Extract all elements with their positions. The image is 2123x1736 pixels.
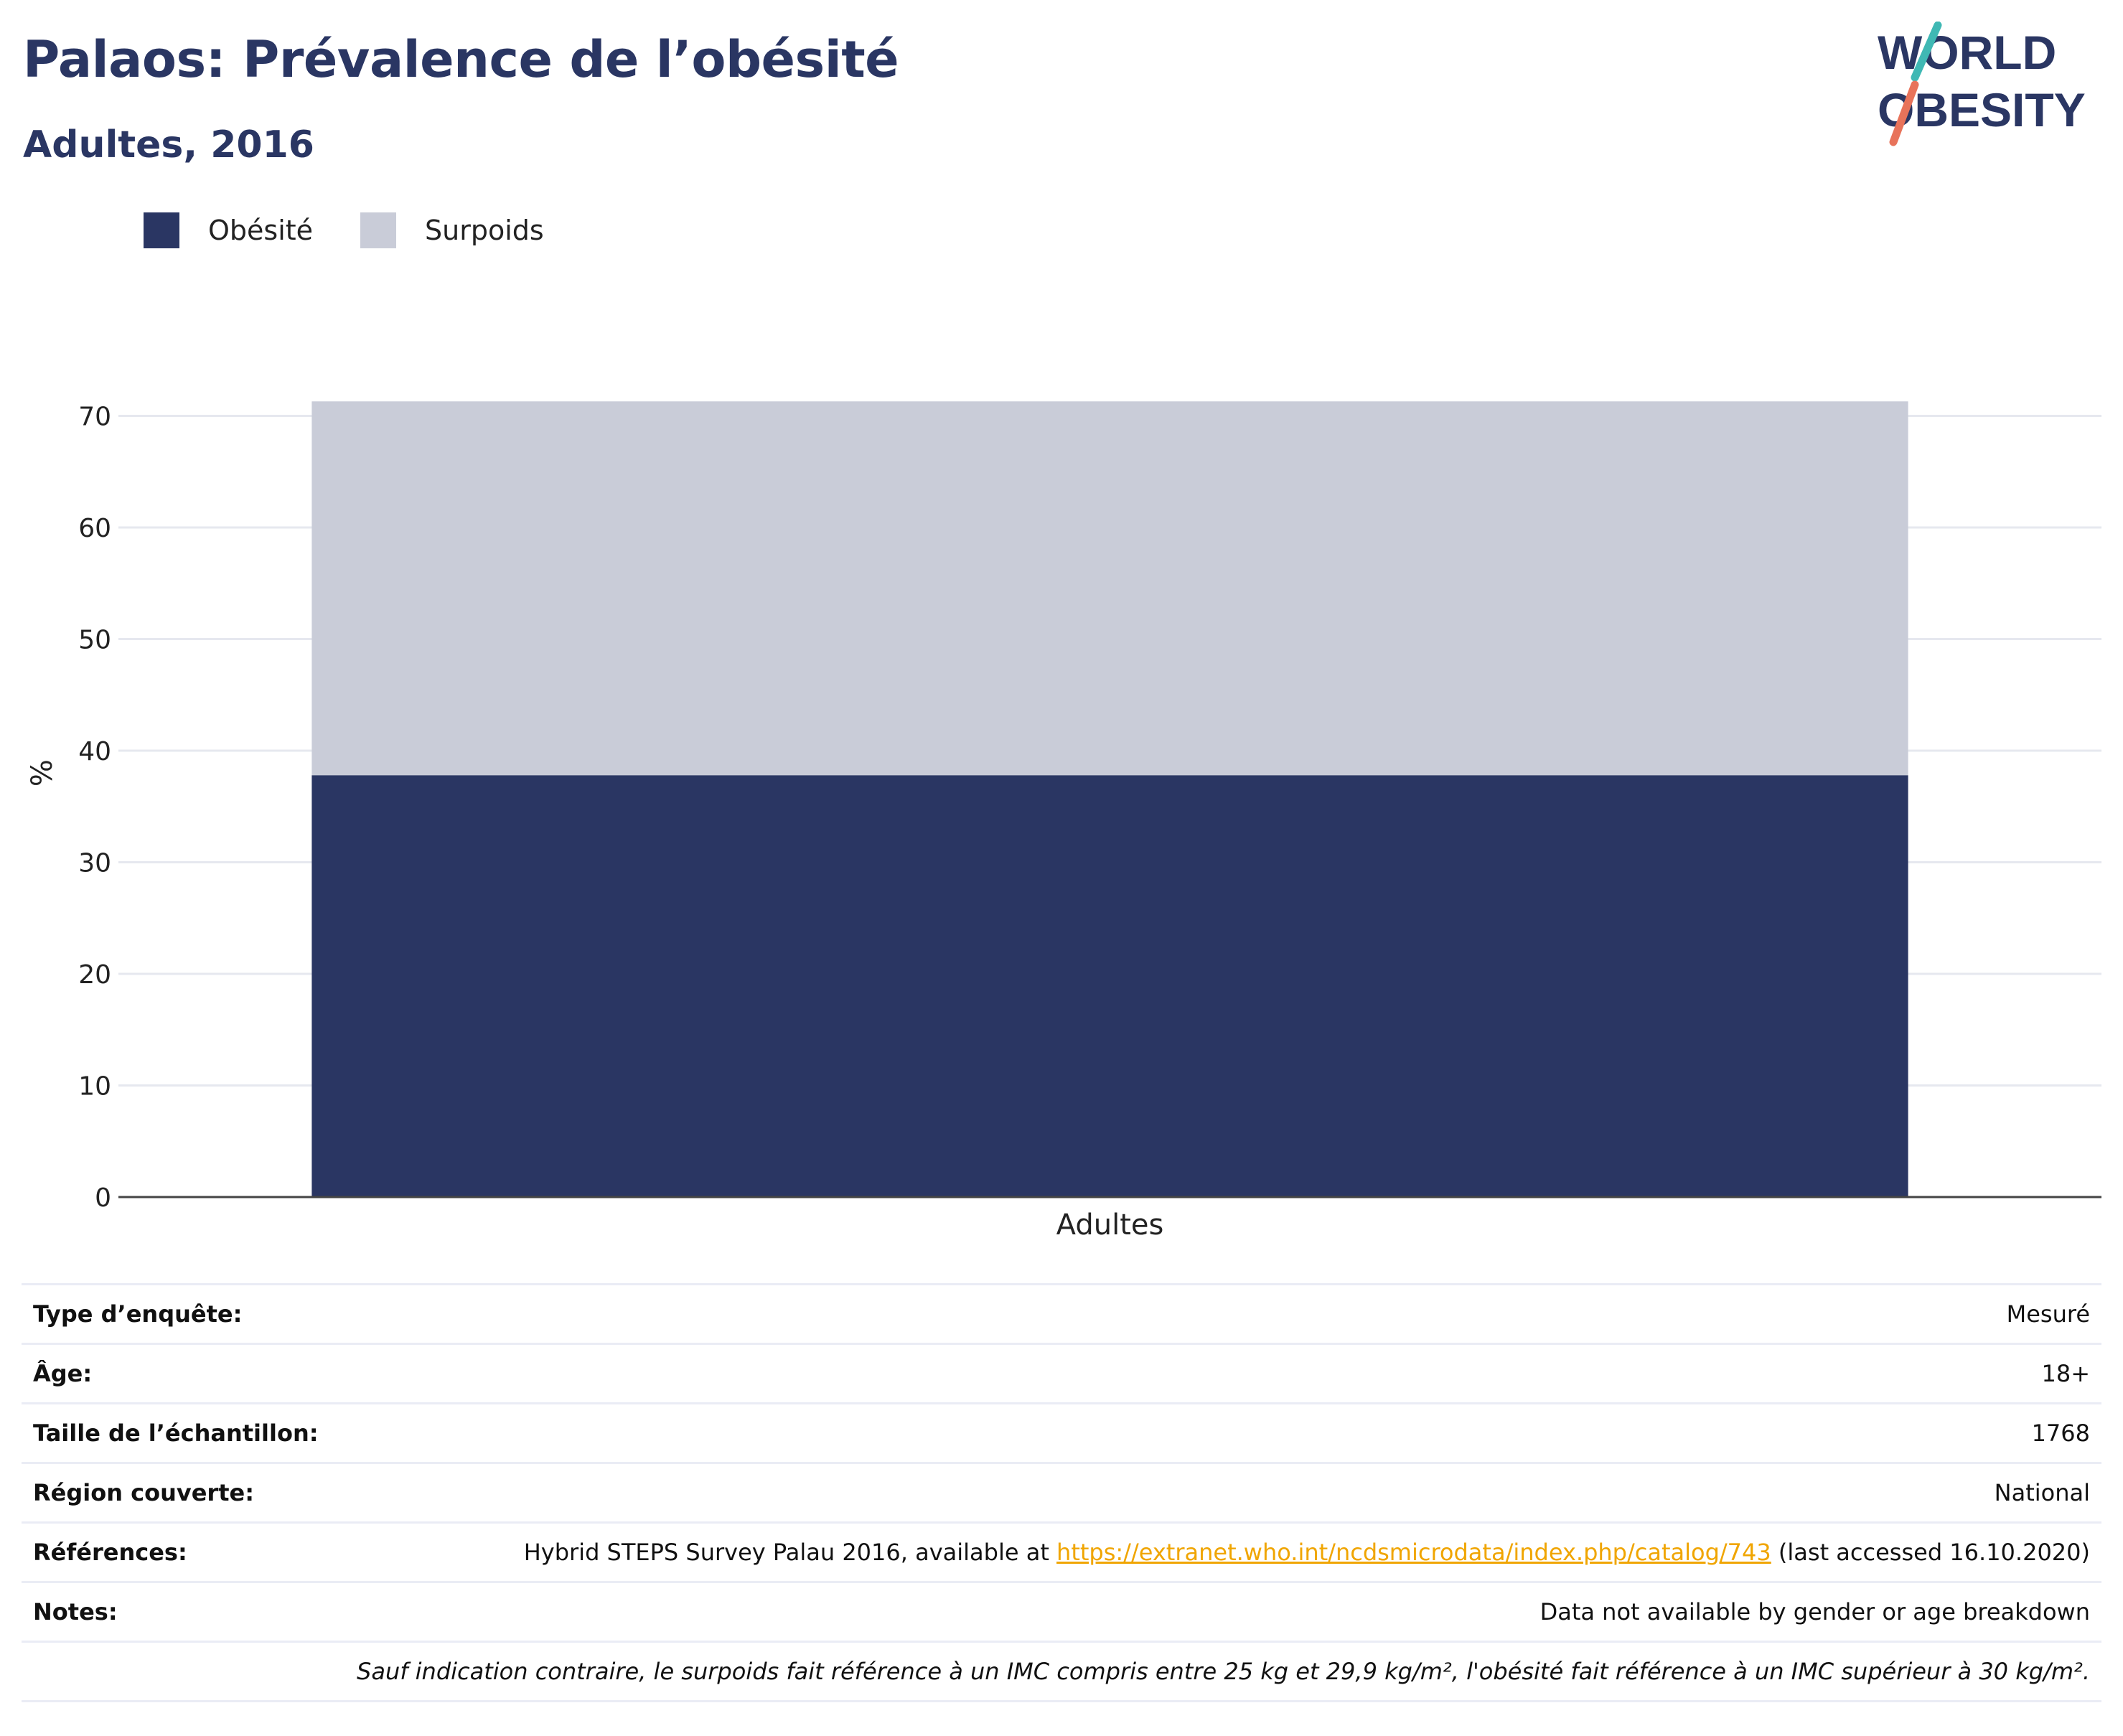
legend-item-overweight[interactable]: Surpoids (360, 212, 544, 248)
chart-legend: Obésité Surpoids (144, 212, 591, 248)
references-prefix: Hybrid STEPS Survey Palau 2016, availabl… (523, 1539, 1057, 1566)
page-subtitle: Adultes, 2016 (23, 123, 314, 166)
survey-type-value: Mesuré (359, 1283, 2101, 1344)
region-label: Région couverte: (22, 1462, 360, 1523)
table-row: Taille de l’échantillon: 1768 (22, 1402, 2101, 1463)
legend-item-obesity[interactable]: Obésité (144, 212, 313, 248)
logo-slash-coral (1889, 80, 1919, 146)
sample-size-value: 1768 (359, 1402, 2101, 1463)
legend-swatch-overweight (360, 212, 397, 248)
bar-segment-obesity (311, 775, 1908, 1197)
age-value: 18+ (359, 1343, 2101, 1404)
y-tick-label: 50 (78, 626, 111, 655)
references-suffix: (last accessed 16.10.2020) (1771, 1539, 2090, 1566)
table-row: Région couverte: National (22, 1462, 2101, 1523)
y-tick-label: 60 (78, 514, 111, 543)
table-row: Références: Hybrid STEPS Survey Palau 20… (22, 1521, 2101, 1582)
references-label: Références: (22, 1521, 360, 1582)
page-title: Palaos: Prévalence de l’obésité (23, 30, 899, 89)
sample-size-label: Taille de l’échantillon: (22, 1402, 360, 1463)
notes-label: Notes: (22, 1581, 360, 1642)
region-value: National (359, 1462, 2101, 1523)
table-row: Notes: Data not available by gender or a… (22, 1581, 2101, 1642)
table-row: Type d’enquête: Mesuré (22, 1283, 2101, 1344)
logo-text-world: WORLD (1878, 26, 2056, 79)
x-tick-label: Adultes (1056, 1209, 1164, 1242)
y-tick-label: 70 (78, 403, 111, 432)
reference-link[interactable]: https://extranet.who.int/ncdsmicrodata/i… (1056, 1539, 1771, 1566)
y-tick-label: 30 (78, 849, 111, 878)
y-axis-label: % (26, 759, 59, 787)
table-row: Sauf indication contraire, le surpoids f… (22, 1641, 2101, 1702)
logo-slash-teal (1911, 22, 1942, 82)
survey-type-label: Type d’enquête: (22, 1283, 360, 1344)
y-tick-label: 40 (78, 737, 111, 766)
age-label: Âge: (22, 1343, 360, 1404)
legend-label-overweight: Surpoids (425, 215, 544, 246)
footnote: Sauf indication contraire, le surpoids f… (22, 1641, 2101, 1702)
bar-segment-overweight (311, 401, 1908, 776)
y-tick-label: 0 (95, 1183, 111, 1213)
prevalence-chart: 0 10 20 30 40 50 60 70 Adultes% (26, 401, 2101, 1242)
y-tick-label: 20 (78, 960, 111, 990)
references-value: Hybrid STEPS Survey Palau 2016, availabl… (359, 1521, 2101, 1582)
survey-info-table: Type d’enquête: Mesuré Âge: 18+ Taille d… (22, 1283, 2101, 1702)
legend-label-obesity: Obésité (208, 215, 314, 246)
table-row: Âge: 18+ (22, 1343, 2101, 1404)
world-obesity-logo: WORLD OBESITY (1878, 22, 2086, 146)
legend-swatch-obesity (144, 212, 179, 248)
notes-value: Data not available by gender or age brea… (359, 1581, 2101, 1642)
y-tick-label: 10 (78, 1072, 111, 1102)
